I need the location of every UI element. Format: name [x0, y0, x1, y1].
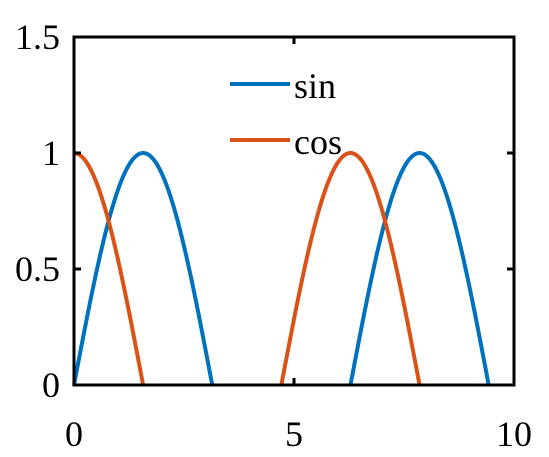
x-tick-label: 10: [496, 414, 532, 454]
series-line-sin-2: [348, 151, 491, 386]
series-line-cos-1: [72, 151, 146, 386]
series-line-sin-1: [72, 151, 215, 386]
legend-label-sin: sin: [294, 66, 336, 106]
plot-area: [72, 151, 491, 386]
legend: sin cos: [230, 66, 342, 162]
x-tick-label: 0: [65, 414, 83, 454]
legend-label-cos: cos: [294, 122, 342, 162]
axis-ticks: [72, 35, 516, 387]
tick-labels: 0 5 10 0 0.5 1 1.5: [15, 17, 532, 454]
y-tick-label: 1.5: [15, 17, 60, 57]
series-line-cos-2: [279, 151, 422, 386]
y-tick-label: 1: [42, 133, 60, 173]
y-tick-label: 0.5: [15, 249, 60, 289]
y-tick-label: 0: [42, 365, 60, 405]
x-tick-label: 5: [285, 414, 303, 454]
